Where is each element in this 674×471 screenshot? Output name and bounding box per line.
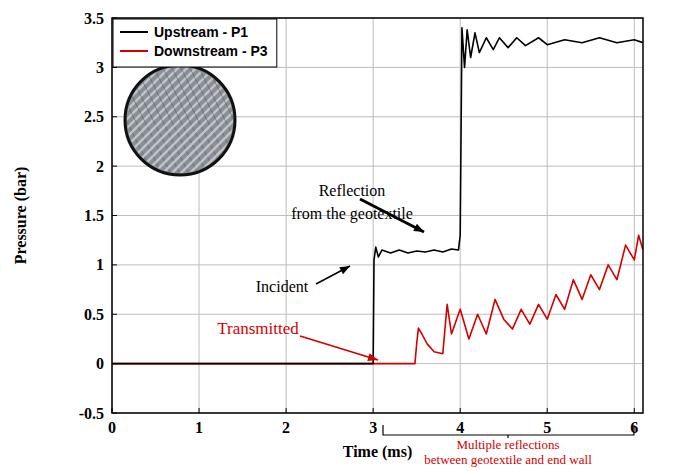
annotation-text: between geotextile and end wall [424, 452, 592, 467]
inset-thread [177, 60, 237, 180]
inset-thread [231, 60, 291, 180]
inset-thread [69, 60, 129, 180]
annotation-arrowhead [367, 353, 378, 361]
inset-thread [204, 60, 264, 180]
inset-thread [39, 60, 159, 180]
x-tick [112, 408, 113, 413]
inset-thread [195, 60, 255, 180]
inset-photo [12, 60, 348, 180]
legend-label: Downstream - P3 [154, 43, 268, 59]
inset-thread [249, 60, 309, 180]
y-tick [112, 18, 117, 19]
annotation-arrow [360, 199, 424, 232]
series-group [112, 28, 643, 364]
x-tick-label: 2 [282, 419, 290, 436]
y-grid-line [112, 264, 643, 265]
x-tick-label: 4 [456, 419, 464, 436]
inset-thread [183, 60, 303, 180]
y-grid-line [112, 314, 643, 315]
y-tick [112, 264, 117, 265]
inset-thread [78, 60, 138, 180]
inset-thread [201, 60, 321, 180]
x-tick [634, 408, 635, 413]
inset-thread [147, 60, 267, 180]
grid [112, 18, 643, 413]
inset-thread [96, 60, 156, 180]
annotation-text: Multiple reflections [457, 437, 560, 452]
annotation-arrow [316, 266, 350, 284]
y-axis-title: Pressure (bar) [12, 167, 30, 265]
x-tick [373, 408, 374, 413]
inset-thread [186, 60, 246, 180]
inset-thread [213, 60, 273, 180]
inset-thread [210, 60, 330, 180]
annotations: Incident Reflection from the geotextile Tra… [217, 182, 634, 467]
y-tick-label: 1.5 [84, 207, 104, 224]
inset-thread [168, 60, 228, 180]
y-tick-label: -0.5 [79, 405, 104, 422]
annotation-arrowhead [339, 266, 350, 274]
y-tick-label: 3 [96, 59, 104, 76]
y-tick-label: 3.5 [84, 10, 104, 27]
inset-thread [30, 60, 150, 180]
ticks: 0123456-0.500.511.522.533.5 [79, 10, 639, 437]
x-tick [286, 408, 287, 413]
inset-thread [129, 60, 249, 180]
x-tick [547, 408, 548, 413]
legend-box [113, 19, 277, 67]
inset-thread [51, 60, 111, 180]
inset-thread [120, 60, 240, 180]
y-tick [112, 314, 117, 315]
legend-swatch [120, 31, 148, 33]
inset-thread [192, 60, 312, 180]
legend: Upstream - P1 Downstream - P3 [113, 19, 277, 67]
plot-frame [112, 18, 643, 413]
inset-thread [240, 60, 300, 180]
inset-thread [174, 60, 294, 180]
inset-thread [222, 60, 282, 180]
annotation-bracket [383, 425, 634, 438]
annotation-arrow [300, 336, 378, 360]
inset-thread [111, 60, 231, 180]
x-tick-label: 3 [369, 419, 377, 436]
inset-weave [12, 60, 348, 180]
x-tick-label: 0 [108, 419, 116, 436]
y-tick-label: 1 [96, 256, 104, 273]
x-tick-label: 1 [195, 419, 203, 436]
x-tick-label: 5 [543, 419, 551, 436]
inset-thread [21, 60, 141, 180]
y-tick [112, 363, 117, 364]
inset-thread [138, 60, 258, 180]
y-tick-label: 2.5 [84, 108, 104, 125]
x-axis-title: Time (ms) [343, 443, 412, 461]
legend-swatch [120, 50, 148, 52]
inset-thread [228, 60, 348, 180]
x-tick [199, 408, 200, 413]
annotation-text: Incident [256, 278, 309, 295]
annotation-arrowhead [413, 224, 424, 232]
annotation-text: Transmitted [217, 319, 299, 338]
annotation-text: from the geotextile [291, 205, 413, 223]
y-tick-label: 0.5 [84, 306, 104, 323]
legend-label: Upstream - P1 [154, 24, 248, 40]
series-line [112, 28, 643, 364]
y-tick [112, 413, 117, 414]
y-tick-label: 0 [96, 355, 104, 372]
y-tick-label: 2 [96, 158, 104, 175]
y-tick [112, 166, 117, 167]
inset-thread [165, 60, 285, 180]
inset-thread [156, 60, 276, 180]
inset-thread [12, 60, 132, 180]
y-tick [112, 116, 117, 117]
chart: 0123456-0.500.511.522.533.5Time (ms)Pres… [0, 0, 674, 471]
inset-thread [60, 60, 120, 180]
inset-thread [219, 60, 339, 180]
annotation-text: Reflection [319, 182, 386, 199]
y-tick [112, 215, 117, 216]
inset-thread [258, 60, 318, 180]
x-tick [460, 408, 461, 413]
